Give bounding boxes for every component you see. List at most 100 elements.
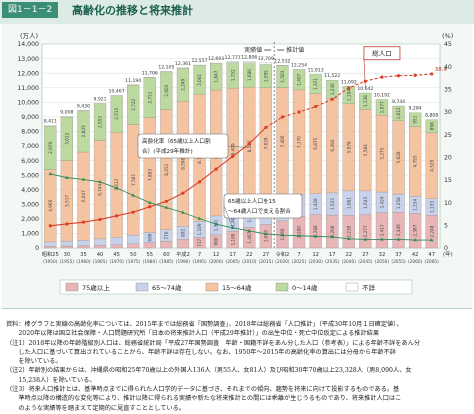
total-label: 9,430	[77, 104, 90, 110]
figure-header: 図1－1－2 高齢化の推移と将来推計	[0, 0, 474, 24]
aging-rate-point	[413, 73, 417, 77]
bar-value-label: 6,047	[81, 190, 86, 202]
total-pop-leader	[363, 58, 366, 90]
legend-layer: 75歳以上 65～74歳 15～64歳 0～14歳 不詳	[59, 279, 413, 295]
legend-swatch	[275, 282, 289, 292]
total-label: 12,693	[208, 56, 224, 62]
bar-value-label: 1,522	[330, 198, 335, 210]
bar-value-label: 4,966	[48, 199, 53, 211]
y-right-tick-label: 10	[444, 200, 452, 207]
y-tick-label: 7,000	[21, 143, 39, 150]
bar-value-label: 898	[429, 122, 434, 130]
x-tick-label: 22	[246, 252, 253, 258]
bar-value-label: 6,744	[98, 183, 103, 195]
total-label: 11,706	[142, 70, 158, 76]
x-tick-label: 32	[379, 252, 386, 258]
bar-value-label: 1,246	[330, 83, 335, 95]
total-label: 12,557	[192, 58, 208, 64]
y-tick-label: 11,000	[17, 85, 39, 92]
x-western-label: (1995)	[192, 259, 207, 265]
x-western-label: (2065)	[425, 259, 440, 265]
bar-segment	[93, 238, 107, 246]
bar-value-label: 5,978	[346, 141, 351, 153]
bar-segment	[60, 245, 73, 249]
bar-segment	[409, 112, 422, 127]
y-tick-label: 10,000	[17, 99, 39, 106]
aging-rate-point	[48, 224, 52, 228]
bar-value-label: 1,194	[346, 89, 351, 101]
y-right-tick-label: 30	[444, 109, 452, 116]
x-axis-unit: (年)	[443, 250, 453, 258]
bar-value-label: 2,515	[114, 107, 119, 119]
x-western-label: (2010)	[242, 259, 257, 265]
note-line: （注2）年齢別の結果からは、沖縄県の昭和25年70歳以上の外国人136人（男55…	[6, 367, 412, 375]
x-tick-label: 昭和25	[42, 250, 59, 258]
actual-marker: 実績値	[244, 46, 262, 54]
note-line: （注3）将来人口推計とは、基準時点までに得られた人口学的データに基づき、それまで…	[6, 386, 400, 394]
bar-value-label: 1,595	[263, 70, 268, 82]
x-western-label: (2030)	[308, 259, 323, 265]
bar-value-label: 1,680	[247, 69, 252, 81]
bar-value-label: 8,251	[164, 163, 169, 175]
bar-value-label: 2,417	[380, 224, 385, 236]
aging-rate-leader	[227, 145, 250, 148]
x-western-label: (1985)	[159, 259, 174, 265]
y-tick-label: 0	[35, 245, 39, 252]
total-label: 12,105	[158, 65, 174, 71]
bar-value-label: 7,883	[147, 169, 152, 181]
total-label: 8,411	[44, 118, 57, 124]
x-western-label: (1975)	[126, 259, 141, 265]
x-tick-label: 7	[198, 252, 201, 258]
note-line: した人口に基づいて算出されていることから、年齢不詳は存在しない。なお、1950年…	[6, 348, 396, 356]
bar-segment	[359, 92, 372, 110]
bar-segment	[176, 239, 190, 249]
bar-value-label: 1,407	[297, 73, 302, 85]
bar-segment	[93, 245, 107, 249]
y-tick-label: 5,000	[21, 172, 39, 179]
bar-segment	[425, 119, 438, 133]
x-western-label: (2060)	[408, 259, 423, 265]
legend-swatch	[205, 282, 219, 292]
bar-value-label: 2,722	[131, 98, 136, 110]
x-tick-label: 12	[312, 252, 319, 258]
bar-segment	[110, 237, 123, 245]
bar-value-label: 1,321	[313, 78, 318, 90]
aging-rate-point	[115, 214, 119, 218]
bar-value-label: 1,503	[280, 70, 285, 82]
figure-title: 高齢化の推移と将来推計	[72, 4, 193, 17]
bar-segment	[226, 61, 239, 63]
x-tick-label: 55	[146, 252, 153, 258]
axes-layer: 0 1,000 2,000 3,000 4,000 5,000 6,000 7,000 8,00…	[17, 32, 453, 265]
aging-rate-point	[131, 210, 135, 214]
bar-value-label: 1,138	[363, 95, 368, 107]
x-tick-label: 12	[213, 252, 220, 258]
bar-segment	[392, 105, 405, 121]
bar-value-label: 4,529	[429, 159, 434, 171]
aging-rate-annotation: 高齢化率（65歳以上人口割	[142, 137, 211, 145]
x-western-label: (2035)	[325, 259, 340, 265]
support-ratio-leader	[223, 205, 233, 228]
total-label: 11,092	[341, 79, 357, 85]
bar-value-label: 7,629	[263, 137, 268, 149]
bar-value-label: 7,406	[280, 135, 285, 147]
bar-segment	[127, 243, 140, 249]
x-western-label: (1965)	[93, 259, 108, 265]
aging-rate-point	[214, 167, 218, 171]
aging-rate-point	[297, 110, 301, 114]
total-pop-label: 総人口	[372, 49, 392, 58]
aging-rate-point	[148, 205, 152, 209]
total-label: 9,008	[60, 110, 73, 116]
x-western-label: (1980)	[143, 259, 158, 265]
x-western-label: (2025)	[292, 259, 307, 265]
bar-value-label: 1,643	[363, 197, 368, 209]
legend-label: 15～64歳	[222, 283, 252, 292]
note-line: 2020年以降は国立社会保障・人口問題研究所「日本の将来推計人口（平成29年推計…	[6, 330, 380, 338]
bar-value-label: 2,288	[313, 225, 318, 237]
bar-value-label: 717	[197, 238, 202, 246]
bar-value-label: 8,409	[230, 143, 235, 155]
y-right-tick-label: 0	[444, 245, 448, 252]
legend-label: 0～14歳	[292, 283, 318, 292]
x-western-label: (2005)	[226, 259, 241, 265]
bar-value-label: 2,001	[197, 73, 202, 85]
aging-rate-point	[430, 72, 434, 76]
